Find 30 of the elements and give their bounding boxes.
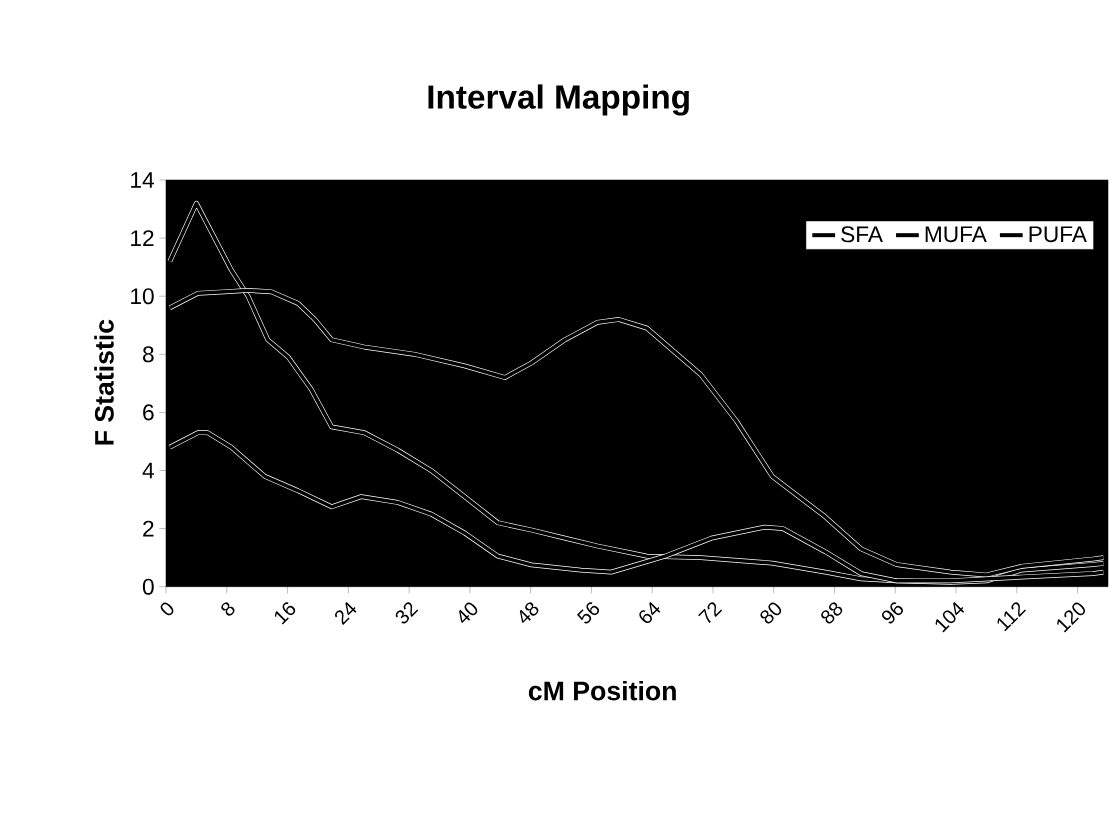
x-tick-label: 32 (395, 602, 419, 624)
y-axis-title: F Statistic (94, 319, 114, 445)
x-tick-label: 56 (577, 602, 600, 624)
x-tick-label: 120 (1057, 602, 1085, 633)
x-tick-label: 104 (935, 601, 965, 633)
x-tick-label: 0 (160, 602, 174, 616)
legend-label: SFA (841, 226, 883, 243)
x-tick-label: 16 (274, 602, 296, 625)
y-tick-label: 0 (142, 578, 154, 595)
y-tick-label: 14 (131, 172, 154, 188)
x-tick-label: 8 (221, 602, 235, 616)
x-tick-label: 88 (821, 602, 843, 624)
x-tick-label: 40 (459, 602, 478, 624)
chart-title: Interval Mapping (428, 84, 689, 116)
x-tick-label: 72 (698, 602, 723, 624)
y-tick-label: 12 (131, 230, 154, 247)
y-tick-label: 4 (142, 462, 154, 479)
legend-label: MUFA (925, 226, 987, 243)
y-tick-label: 10 (131, 288, 154, 305)
x-tick-label: 80 (760, 602, 782, 624)
x-tick-label: 64 (639, 601, 661, 623)
x-tick-label: 112 (997, 602, 1027, 632)
legend-label: PUFA (1029, 226, 1087, 243)
x-tick-label: 24 (335, 601, 357, 625)
x-axis-title: cM Position (528, 680, 676, 701)
x-tick-label: 96 (881, 602, 903, 624)
x-tick-label: 48 (519, 602, 539, 624)
y-tick-label: 2 (143, 520, 154, 537)
y-tick-label: 8 (143, 346, 154, 363)
y-tick-label: 6 (143, 404, 154, 421)
